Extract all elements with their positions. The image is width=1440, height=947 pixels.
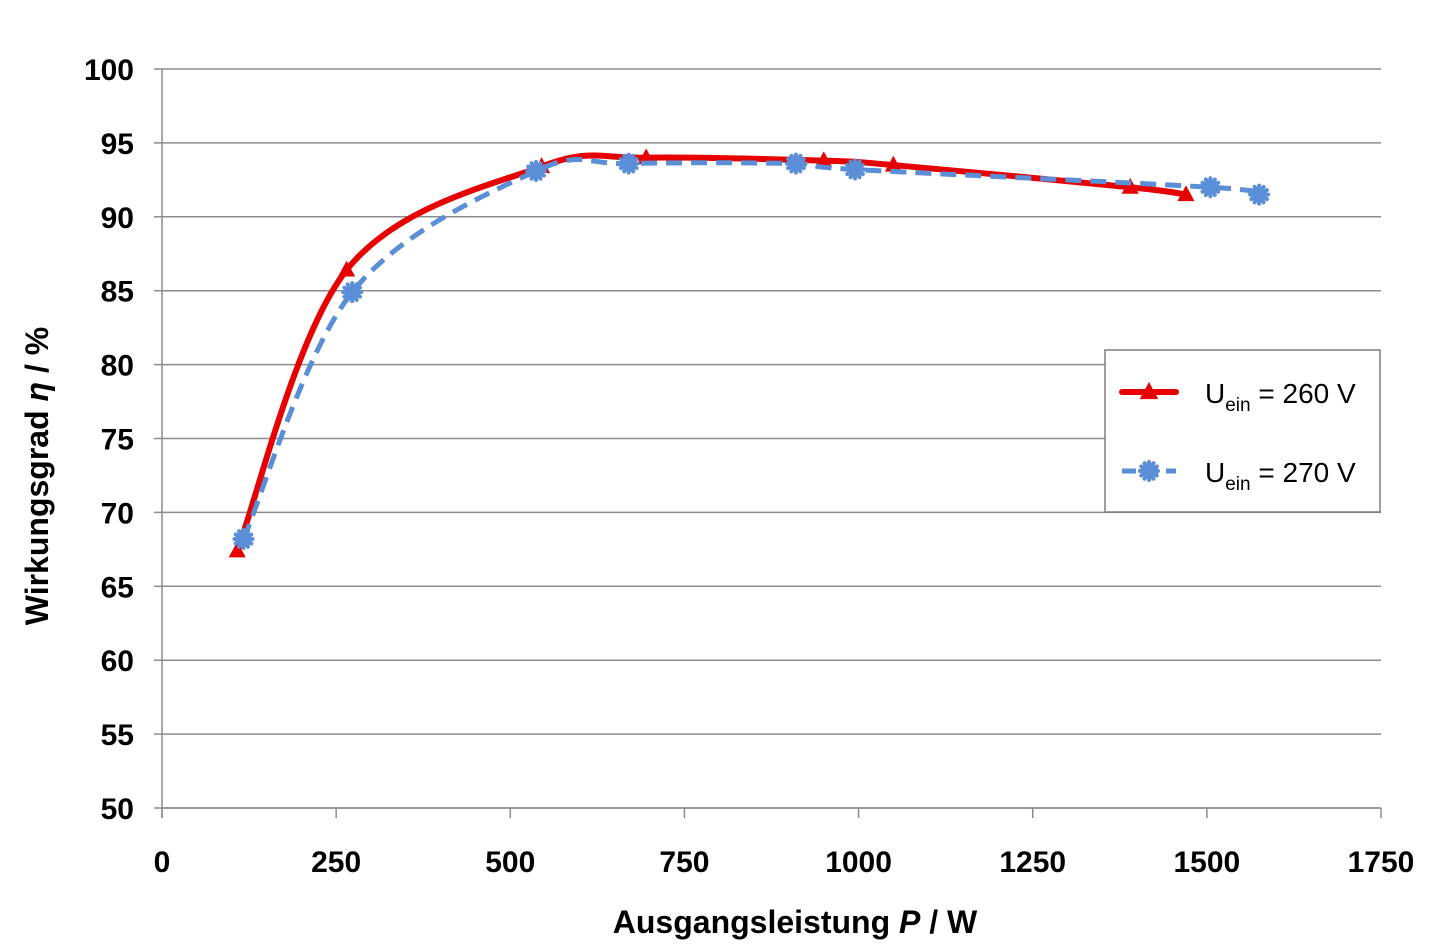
y-axis-title-unit: / % (19, 327, 55, 373)
legend: Uein = 260 V Uein = 270 V (1104, 349, 1381, 513)
series-1-group (232, 152, 1271, 551)
series-1-point-4 (784, 152, 807, 175)
axes-layer (154, 68, 1382, 818)
x-tick-label-1000: 1000 (825, 846, 892, 879)
x-tick-label-750: 750 (659, 846, 709, 879)
legend-label-u260: Uein = 260 V (1205, 378, 1356, 416)
x-tick-label-1500: 1500 (1173, 846, 1240, 879)
legend-label-u270: Uein = 270 V (1205, 457, 1356, 495)
legend-marker-u260 (1139, 381, 1159, 400)
series-line-1 (241, 157, 1261, 541)
legend-marker-triangle (1139, 381, 1159, 400)
y-tick-label-60: 60 (101, 645, 134, 678)
series-1-point-6 (1199, 176, 1222, 199)
series-1-point-2 (525, 159, 548, 182)
y-tick-label-95: 95 (101, 128, 134, 161)
series-1-point-7 (1248, 183, 1271, 206)
x-axis-title: Ausgangsleistung P / W (613, 904, 978, 940)
series-layer (228, 148, 1271, 558)
series-0-point-6 (1121, 177, 1139, 194)
series-1-point-5 (844, 158, 867, 181)
x-tick-label-1250: 1250 (999, 846, 1066, 879)
series-0-point-1 (338, 260, 356, 277)
series-line-0 (234, 152, 1189, 554)
y-tick-label-85: 85 (101, 276, 134, 309)
y-tick-label-90: 90 (101, 202, 134, 235)
x-axis-title-unit: / W (929, 904, 978, 940)
series-1-point-3 (617, 152, 640, 175)
grid-layer (162, 68, 1381, 809)
legend-item-u260: Uein = 260 V (1119, 378, 1356, 416)
y-tick-label-55: 55 (101, 719, 134, 752)
y-tick-label-75: 75 (101, 424, 134, 457)
y-axis-title-prefix: Wirkungsgrad (19, 410, 55, 625)
y-tick-label-50: 50 (101, 793, 134, 826)
series-0-point-7 (1177, 185, 1195, 202)
legend-marker-u270 (1138, 460, 1160, 482)
legend-item-u270: Uein = 270 V (1122, 457, 1356, 495)
x-tick-label-250: 250 (311, 846, 361, 879)
y-tick-label-80: 80 (101, 350, 134, 383)
legend-marker-star (1138, 460, 1160, 482)
y-tick-label-65: 65 (101, 571, 134, 604)
x-tick-label-0: 0 (154, 846, 171, 879)
y-axis-title: Wirkungsgrad η / % (19, 327, 55, 625)
series-0-group (228, 148, 1195, 558)
x-tick-label-1750: 1750 (1348, 846, 1415, 879)
y-axis-title-symbol: η (19, 382, 55, 402)
series-1-point-1 (341, 281, 364, 304)
y-tick-label-100: 100 (84, 54, 134, 87)
y-tick-label-70: 70 (101, 497, 134, 530)
series-1-point-0 (232, 528, 255, 551)
x-axis-title-prefix: Ausgangsleistung (613, 904, 890, 940)
x-axis-title-symbol: P (899, 904, 921, 940)
x-tick-label-500: 500 (485, 846, 535, 879)
series-0-point-0 (228, 541, 246, 558)
legend-box (1104, 349, 1381, 513)
